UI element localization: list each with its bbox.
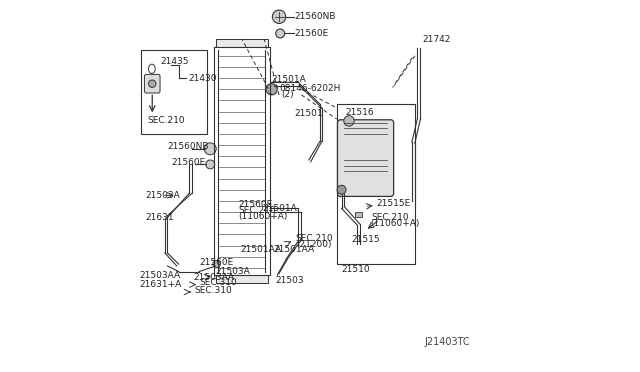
Bar bbox=[355, 212, 362, 217]
Text: 21435: 21435 bbox=[161, 57, 189, 66]
Circle shape bbox=[213, 260, 220, 268]
Text: SEC.210: SEC.210 bbox=[238, 206, 276, 215]
Text: (11060+A): (11060+A) bbox=[370, 219, 420, 228]
Text: SEC.210: SEC.210 bbox=[147, 116, 185, 125]
Circle shape bbox=[206, 160, 215, 169]
Text: 21430: 21430 bbox=[188, 74, 216, 83]
Text: 21501AA: 21501AA bbox=[273, 245, 315, 254]
Text: 21560E: 21560E bbox=[199, 258, 234, 267]
Text: J21403TC: J21403TC bbox=[424, 337, 470, 347]
Text: (11060+A): (11060+A) bbox=[238, 212, 287, 221]
Text: 21560NB: 21560NB bbox=[294, 12, 336, 21]
Text: 21503: 21503 bbox=[275, 276, 304, 285]
Text: 21503A: 21503A bbox=[145, 191, 180, 200]
Text: 21560E: 21560E bbox=[172, 158, 205, 167]
Text: 21503AA: 21503AA bbox=[140, 271, 180, 280]
Text: SEC.210: SEC.210 bbox=[296, 234, 333, 243]
Text: SEC.310: SEC.310 bbox=[195, 286, 232, 295]
Text: 21631+A: 21631+A bbox=[140, 280, 182, 289]
Bar bbox=[337, 104, 415, 264]
Circle shape bbox=[273, 10, 286, 23]
Circle shape bbox=[344, 116, 354, 126]
Circle shape bbox=[148, 80, 156, 87]
Text: 21560E: 21560E bbox=[294, 29, 329, 38]
Bar bbox=[216, 39, 268, 46]
Text: 21515: 21515 bbox=[351, 235, 380, 244]
Text: 21560E: 21560E bbox=[238, 200, 273, 209]
Circle shape bbox=[204, 143, 216, 155]
Bar bbox=[141, 50, 207, 134]
Bar bbox=[216, 275, 268, 283]
Text: 21501A: 21501A bbox=[262, 204, 297, 213]
Text: SEC.310: SEC.310 bbox=[199, 278, 237, 287]
FancyBboxPatch shape bbox=[337, 120, 394, 196]
Text: 21510: 21510 bbox=[341, 265, 370, 274]
Text: 21631: 21631 bbox=[145, 213, 174, 222]
Text: 21501: 21501 bbox=[294, 109, 323, 118]
Ellipse shape bbox=[148, 64, 156, 74]
Text: (2): (2) bbox=[281, 90, 294, 99]
Text: (21200): (21200) bbox=[296, 240, 332, 249]
Text: 21742: 21742 bbox=[422, 35, 451, 44]
Text: SEC.210: SEC.210 bbox=[371, 213, 409, 222]
Text: 21503AA: 21503AA bbox=[193, 273, 235, 282]
Text: 21516: 21516 bbox=[346, 108, 374, 117]
Text: 21501A: 21501A bbox=[271, 76, 307, 84]
Text: 21515E: 21515E bbox=[376, 199, 411, 208]
Text: 21501AA: 21501AA bbox=[240, 245, 281, 254]
Circle shape bbox=[266, 84, 277, 95]
FancyBboxPatch shape bbox=[145, 74, 160, 93]
Text: 08146-6202H: 08146-6202H bbox=[279, 84, 340, 93]
Text: 21560NB: 21560NB bbox=[168, 142, 209, 151]
Circle shape bbox=[337, 185, 346, 194]
Circle shape bbox=[276, 29, 285, 38]
Text: 21503A: 21503A bbox=[216, 267, 251, 276]
